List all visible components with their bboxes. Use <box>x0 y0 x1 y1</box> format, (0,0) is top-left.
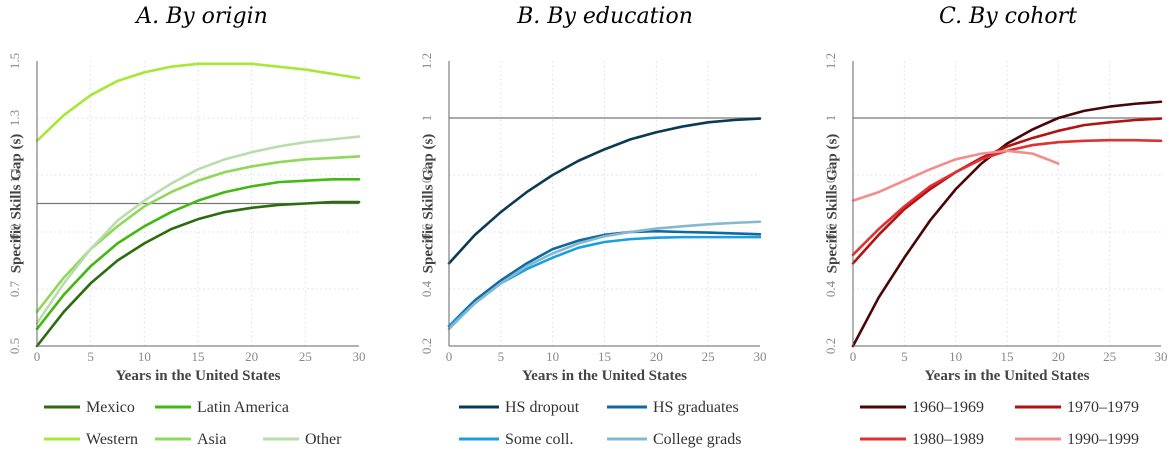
x-tick-label: 5 <box>498 349 505 364</box>
x-tick-label: 10 <box>546 349 559 364</box>
panel-title: C. By cohort <box>939 4 1077 29</box>
legend-label: 1960–1969 <box>912 399 984 416</box>
panel-1: A. By origin 0 5 10 15 20 25 30 0.5 0.7 0.9 1.1 1.3 1… <box>7 4 366 448</box>
y-tick-label: 0.4 <box>419 280 434 297</box>
legend-label: Mexico <box>86 399 135 416</box>
y-tick-label: 0.8 <box>419 167 434 183</box>
y-tick-label: 0.6 <box>419 223 434 240</box>
x-tick-label: 25 <box>299 349 312 364</box>
y-tick-label: 1.1 <box>7 167 22 183</box>
x-tick-label: 15 <box>598 349 611 364</box>
y-tick-label: 0.5 <box>7 338 22 354</box>
panel-title: B. By education <box>516 4 693 29</box>
y-tick-label: 0.6 <box>823 223 838 240</box>
panel-2: B. By education 0 5 10 15 20 25 30 0.2 0.4 0.6 0.8 1… <box>419 4 767 448</box>
y-tick-label: 0.2 <box>823 338 838 354</box>
x-axis-label: Years in the United States <box>116 368 281 384</box>
x-tick-label: 20 <box>650 349 663 364</box>
legend-label: Asia <box>197 431 226 448</box>
panel-title: A. By origin <box>134 4 268 29</box>
y-axis-label: Specific Skills Gap (s) <box>420 134 436 274</box>
y-tick-label: 0.4 <box>823 280 838 297</box>
x-tick-label: 0 <box>34 349 41 364</box>
legend-label: Western <box>86 431 138 448</box>
series-line-2 <box>851 117 1163 265</box>
x-tick-label: 10 <box>138 349 151 364</box>
legend-label: 1980–1989 <box>912 431 984 448</box>
series-line-4 <box>851 149 1060 202</box>
y-tick-label: 1.5 <box>7 53 22 69</box>
series-line-2 <box>35 177 361 331</box>
series-line-3 <box>35 62 361 143</box>
series-line-5 <box>35 135 361 325</box>
legend: 1960–1969 1970–1979 1980–1989 1990–1999 <box>860 399 1139 448</box>
x-tick-label: 30 <box>353 349 366 364</box>
y-tick-label: 1.2 <box>823 53 838 69</box>
x-axis-label: Years in the United States <box>925 368 1090 384</box>
legend-label: HS graduates <box>653 399 739 416</box>
x-axis-label: Years in the United States <box>522 368 687 384</box>
legend: Mexico Latin America Western Asia Other <box>44 399 342 448</box>
y-axis-label: Specific Skills Gap (s) <box>824 134 840 274</box>
x-tick-label: 30 <box>754 349 767 364</box>
x-tick-label: 20 <box>1052 349 1065 364</box>
y-tick-label: 1 <box>823 115 838 122</box>
legend-label: 1990–1999 <box>1067 431 1139 448</box>
legend-label: College grads <box>653 431 741 448</box>
y-tick-label: 0.2 <box>419 338 434 354</box>
legend-label: Latin America <box>197 399 289 416</box>
series-line-2 <box>447 229 762 328</box>
x-tick-label: 0 <box>850 349 857 364</box>
x-tick-label: 25 <box>702 349 715 364</box>
y-tick-label: 0.8 <box>823 167 838 183</box>
x-tick-label: 30 <box>1155 349 1168 364</box>
x-tick-label: 5 <box>901 349 908 364</box>
legend-label: 1970–1979 <box>1067 399 1139 416</box>
series-line-1 <box>35 200 361 348</box>
x-tick-label: 15 <box>192 349 205 364</box>
x-tick-label: 0 <box>446 349 453 364</box>
series-line-4 <box>447 220 762 331</box>
legend-label: Some coll. <box>505 431 573 448</box>
x-tick-label: 10 <box>949 349 962 364</box>
legend-label: HS dropout <box>505 399 580 416</box>
x-tick-label: 25 <box>1103 349 1116 364</box>
y-tick-label: 0.9 <box>7 224 22 240</box>
y-axis-label: Specific Skills Gap (s) <box>8 134 24 274</box>
x-tick-label: 20 <box>245 349 258 364</box>
panel-3: C. By cohort 0 5 10 15 20 25 30 0.2 0.4 0.6 0.8 1 1.2… <box>823 4 1168 448</box>
series-line-1 <box>447 117 762 265</box>
legend-label: Other <box>305 431 342 448</box>
y-tick-label: 0.7 <box>7 280 22 297</box>
y-tick-label: 1.3 <box>7 110 22 126</box>
y-tick-label: 1.2 <box>419 53 434 69</box>
series-line-1 <box>851 100 1163 348</box>
x-tick-label: 5 <box>87 349 94 364</box>
x-tick-label: 15 <box>1001 349 1014 364</box>
y-tick-label: 1 <box>419 115 434 122</box>
legend: HS dropout HS graduates Some coll. College … <box>459 399 741 448</box>
